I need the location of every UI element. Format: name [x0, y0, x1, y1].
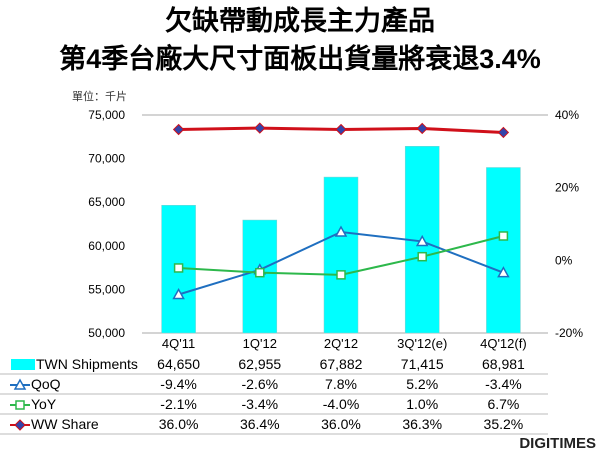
table-cell-ww-share: 35.2%: [484, 416, 524, 432]
left-tick-label: 75,000: [88, 108, 125, 122]
marker-ww-share: [254, 122, 266, 134]
marker-yoy: [336, 270, 346, 280]
marker-qoq: [334, 225, 348, 237]
left-tick-label: 65,000: [88, 195, 125, 209]
x-tick-label: 1Q'12: [243, 336, 277, 351]
table-cell-yoy: 1.0%: [406, 396, 438, 412]
title-line2: 第4季台廠大尺寸面板出貨量將衰退3.4%: [59, 43, 541, 74]
table-cell-twn-shipments: 62,955: [238, 356, 281, 372]
table-cell-ww-share: 36.3%: [402, 416, 442, 432]
table-cell-twn-shipments: 71,415: [401, 356, 444, 372]
x-tick-label: 2Q'12: [324, 336, 358, 351]
table-cell-ww-share: 36.0%: [321, 416, 361, 432]
marker-yoy: [417, 251, 427, 262]
marker-yoy: [173, 263, 184, 273]
right-tick-label: -20%: [555, 326, 583, 340]
table-cell-twn-shipments: 67,882: [320, 356, 363, 372]
table-cell-yoy: -3.4%: [242, 396, 279, 412]
unit-label: 單位：千片: [72, 89, 127, 103]
legend-marker-yoy: [15, 400, 25, 410]
legend-marker-ww-share: [14, 419, 26, 431]
marker-yoy: [498, 231, 509, 241]
marker-ww-share: [497, 126, 510, 139]
bar-twn-shipments: [323, 176, 359, 334]
left-tick-label: 50,000: [88, 326, 125, 340]
right-tick-label: 20%: [555, 181, 579, 195]
table-cell-qoq: -2.6%: [242, 376, 279, 392]
table-cell-ww-share: 36.4%: [240, 416, 280, 432]
table-cell-qoq: 7.8%: [325, 376, 357, 392]
marker-qoq: [497, 266, 510, 278]
left-tick-label: 60,000: [88, 239, 125, 253]
left-tick-label: 55,000: [88, 282, 125, 296]
marker-yoy: [255, 267, 265, 278]
x-tick-label: 4Q'11: [162, 336, 195, 351]
digitimes-logo: DIGITIMES: [519, 435, 596, 450]
table-cell-qoq: 5.2%: [406, 376, 438, 392]
marker-qoq: [415, 234, 429, 247]
bar-twn-shipments: [486, 167, 521, 334]
table-cell-yoy: -2.1%: [160, 396, 197, 412]
table-cell-qoq: -3.4%: [485, 376, 522, 392]
marker-qoq: [172, 287, 185, 300]
left-tick-label: 70,000: [88, 152, 125, 166]
right-tick-label: 40%: [555, 108, 579, 122]
marker-ww-share: [335, 123, 347, 136]
x-tick-label: 4Q'12(f): [480, 336, 527, 351]
x-tick-label: 3Q'12(e): [397, 336, 447, 351]
legend-label-yoy: YoY: [31, 396, 57, 412]
table-cell-ww-share: 36.0%: [159, 416, 199, 432]
table-cell-yoy: 6.7%: [487, 396, 519, 412]
legend-key-twn-shipments: [11, 359, 35, 370]
title-line1: 欠缺帶動成長主力產品: [165, 5, 435, 36]
legend-marker-qoq: [13, 378, 27, 390]
table-cell-twn-shipments: 68,981: [482, 356, 525, 372]
marker-ww-share: [416, 122, 428, 135]
table-cell-twn-shipments: 64,650: [157, 356, 200, 372]
legend-label-ww-share: WW Share: [31, 416, 99, 432]
marker-ww-share: [172, 123, 185, 136]
legend-label-twn-shipments: TWN Shipments: [36, 356, 138, 372]
table-cell-yoy: -4.0%: [323, 396, 360, 412]
legend-label-qoq: QoQ: [31, 376, 61, 392]
table-cell-qoq: -9.4%: [160, 376, 197, 392]
right-tick-label: 0%: [555, 253, 573, 267]
